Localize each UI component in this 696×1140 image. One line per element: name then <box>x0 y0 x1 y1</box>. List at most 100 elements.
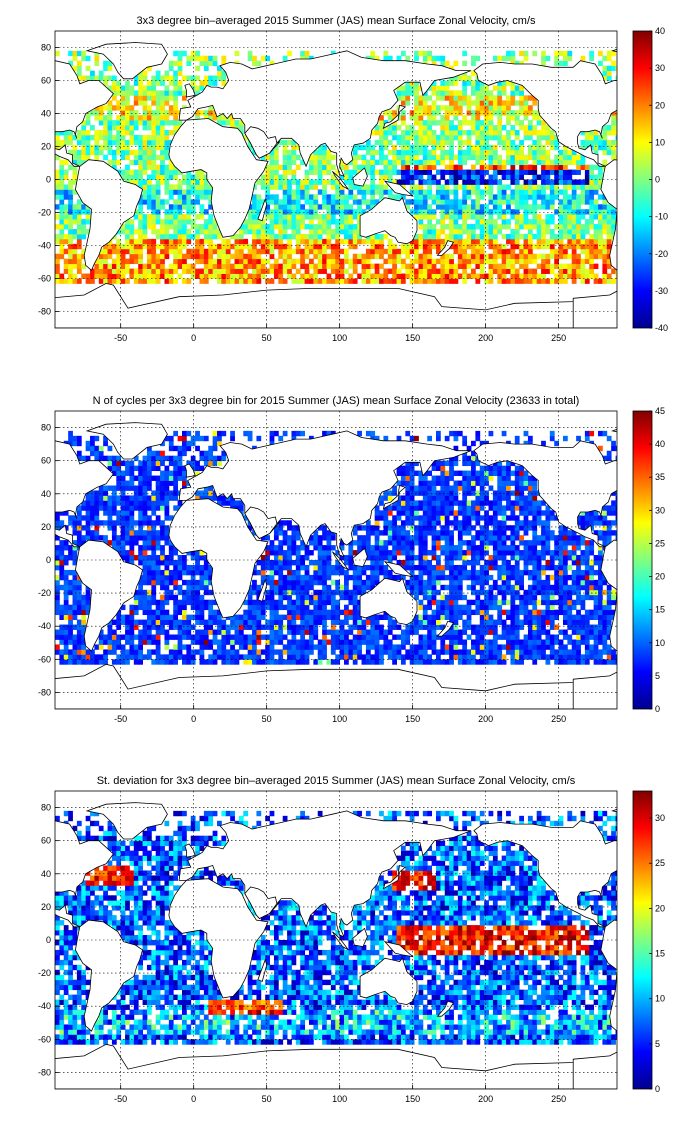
heatmap-cell <box>287 189 292 195</box>
heatmap-cell <box>256 248 262 255</box>
heatmap-cell <box>177 589 183 596</box>
heatmap-cell <box>558 204 564 210</box>
heatmap-cell <box>247 248 253 255</box>
heatmap-cell <box>444 189 450 195</box>
heatmap-cell <box>252 214 257 220</box>
heatmap-cell <box>81 629 87 635</box>
heatmap-cell <box>339 194 345 200</box>
heatmap-cell <box>195 619 200 625</box>
heatmap-cell <box>247 594 253 601</box>
heatmap-cell <box>68 194 73 200</box>
heatmap-cell <box>322 214 327 220</box>
heatmap-cell <box>72 579 78 586</box>
heatmap-cell <box>278 594 284 601</box>
heatmap-cell <box>554 584 560 591</box>
heatmap-cell <box>81 624 87 630</box>
heatmap-cell <box>282 258 288 265</box>
heatmap-cell <box>593 224 599 230</box>
heatmap-cell <box>602 609 608 616</box>
heatmap-cell <box>453 268 459 274</box>
heatmap-cell <box>589 644 595 650</box>
heatmap-cell <box>541 174 546 180</box>
heatmap-cell <box>55 184 60 190</box>
heatmap-cell <box>291 199 297 205</box>
heatmap-cell <box>444 179 450 185</box>
heatmap-cell <box>173 70 179 76</box>
heatmap-cell <box>287 169 292 175</box>
heatmap-cell <box>322 229 327 235</box>
heatmap-cell <box>589 629 595 635</box>
heatmap-cell <box>598 238 603 245</box>
heatmap-cell <box>68 233 73 240</box>
heatmap-cell <box>352 209 358 215</box>
heatmap-cell <box>532 659 538 665</box>
heatmap-cell <box>217 253 222 260</box>
heatmap-cell <box>589 130 595 136</box>
heatmap-cell <box>168 273 174 279</box>
heatmap-cell <box>462 238 468 245</box>
heatmap-cell <box>282 194 288 200</box>
heatmap-cell <box>444 594 450 601</box>
heatmap-cell <box>580 278 586 284</box>
heatmap-cell <box>164 639 170 645</box>
heatmap-cell <box>435 649 441 655</box>
heatmap-cell <box>462 273 468 279</box>
heatmap-cell <box>593 199 599 205</box>
heatmap-cell <box>606 125 612 131</box>
heatmap-cell <box>440 139 446 146</box>
heatmap-cell <box>365 268 371 274</box>
heatmap-cell <box>330 243 336 250</box>
heatmap-cell <box>199 110 205 116</box>
heatmap-cell <box>72 169 78 175</box>
heatmap-cell <box>357 184 362 190</box>
heatmap-cell <box>203 589 209 596</box>
heatmap-cell <box>475 589 481 596</box>
heatmap-cell <box>103 258 108 265</box>
heatmap-cell <box>173 609 179 616</box>
heatmap-cell <box>497 614 503 620</box>
heatmap-cell <box>519 253 524 260</box>
heatmap-cell <box>471 644 476 650</box>
heatmap-cell <box>444 115 450 121</box>
heatmap-cell <box>405 95 411 101</box>
heatmap-cell <box>497 589 503 596</box>
heatmap-cell <box>160 263 165 269</box>
heatmap-cell <box>593 599 599 606</box>
heatmap-cell <box>479 248 485 255</box>
heatmap-cell <box>326 233 332 240</box>
heatmap-cell <box>160 174 165 180</box>
heatmap-cell <box>449 268 454 274</box>
heatmap-cell <box>168 268 174 274</box>
heatmap-cell <box>449 189 454 195</box>
heatmap-cell <box>151 154 157 161</box>
heatmap-cell <box>125 238 130 245</box>
heatmap-cell <box>392 634 397 640</box>
heatmap-cell <box>492 209 498 215</box>
heatmap-cell <box>462 594 468 601</box>
heatmap-cell <box>265 164 270 170</box>
heatmap-cell <box>602 268 608 274</box>
heatmap-cell <box>190 85 196 91</box>
heatmap-cell <box>133 95 139 101</box>
heatmap-cell <box>457 229 463 235</box>
heatmap-cell <box>471 609 476 616</box>
heatmap-cell <box>260 604 266 611</box>
heatmap-cell <box>190 579 196 586</box>
heatmap-cell <box>138 75 143 81</box>
heatmap-cell <box>300 659 306 665</box>
heatmap-cell <box>195 50 200 57</box>
heatmap-cell <box>471 659 476 665</box>
heatmap-cell <box>457 154 463 161</box>
heatmap-cell <box>549 248 555 255</box>
heatmap-cell <box>282 243 288 250</box>
heatmap-cell <box>59 273 65 279</box>
heatmap-cell <box>173 268 179 274</box>
heatmap-cell <box>510 654 516 660</box>
heatmap-cell <box>554 189 560 195</box>
heatmap-cell <box>497 169 503 175</box>
heatmap-cell <box>155 214 161 220</box>
heatmap-cell <box>422 634 428 640</box>
heatmap-cell <box>164 273 170 279</box>
heatmap-cell <box>256 194 262 200</box>
heatmap-cell <box>208 233 214 240</box>
